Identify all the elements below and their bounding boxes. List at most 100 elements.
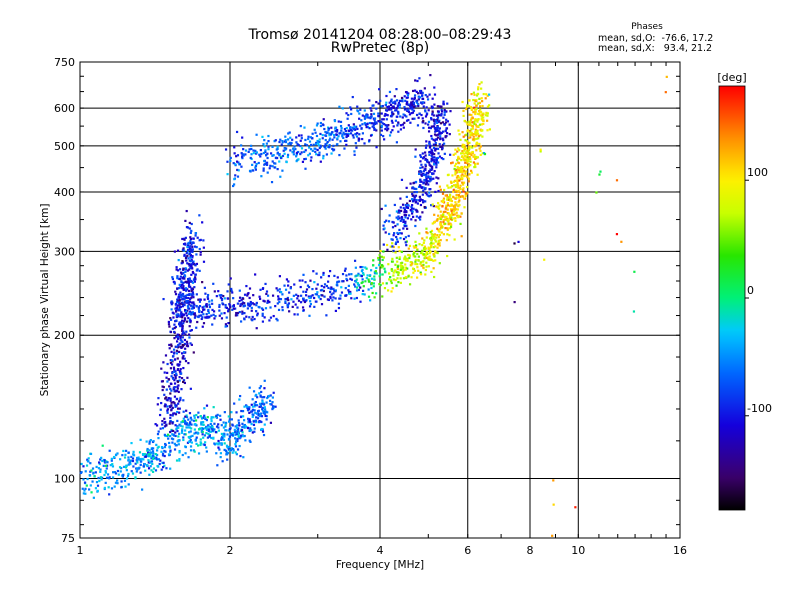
echo-point bbox=[438, 262, 441, 265]
echo-point bbox=[425, 251, 428, 255]
echo-point bbox=[188, 252, 191, 256]
echo-point bbox=[457, 200, 460, 204]
echo-point bbox=[402, 219, 405, 222]
echo-point bbox=[414, 260, 417, 263]
echo-point bbox=[121, 454, 124, 457]
echo-point bbox=[190, 248, 193, 251]
echo-point bbox=[191, 262, 194, 266]
echo-point bbox=[439, 239, 442, 242]
echo-point bbox=[267, 145, 270, 148]
echo-point bbox=[171, 327, 175, 330]
echo-point bbox=[194, 264, 197, 267]
echo-point bbox=[431, 149, 434, 152]
echo-point bbox=[262, 167, 265, 170]
echo-point bbox=[193, 428, 196, 431]
echo-point bbox=[332, 148, 336, 151]
echo-point bbox=[261, 396, 264, 399]
echo-point bbox=[367, 140, 371, 143]
echo-point bbox=[302, 297, 305, 300]
echo-point bbox=[365, 126, 368, 129]
echo-point bbox=[224, 421, 228, 424]
echo-point bbox=[198, 300, 202, 303]
echo-point bbox=[290, 298, 293, 301]
echo-point bbox=[468, 113, 471, 116]
echo-point bbox=[474, 118, 477, 121]
echo-point bbox=[251, 431, 254, 434]
echo-point bbox=[234, 437, 237, 440]
echo-point bbox=[146, 447, 149, 451]
echo-point bbox=[428, 142, 431, 145]
echo-point bbox=[254, 400, 257, 404]
echo-point bbox=[195, 326, 198, 329]
echo-point bbox=[91, 467, 95, 470]
echo-point bbox=[395, 235, 398, 239]
echo-point bbox=[424, 151, 427, 154]
echo-point bbox=[286, 296, 289, 300]
echo-point bbox=[437, 214, 440, 217]
echo-point bbox=[174, 290, 177, 293]
echo-point bbox=[432, 246, 436, 249]
echo-point bbox=[175, 352, 178, 355]
echo-point bbox=[265, 292, 268, 296]
echo-point bbox=[175, 397, 179, 400]
echo-point bbox=[226, 452, 230, 455]
echo-point bbox=[382, 250, 385, 253]
echo-point bbox=[479, 111, 482, 114]
echo-point bbox=[184, 287, 188, 290]
echo-point bbox=[215, 425, 219, 428]
echo-point bbox=[176, 287, 179, 290]
echo-point bbox=[170, 382, 173, 386]
echo-point bbox=[189, 449, 193, 452]
echo-point bbox=[297, 144, 300, 147]
echo-point bbox=[440, 200, 443, 203]
echo-point bbox=[389, 99, 393, 103]
echo-point bbox=[231, 424, 234, 427]
echo-point bbox=[222, 421, 225, 424]
echo-point bbox=[139, 458, 142, 461]
echo-point bbox=[173, 282, 176, 285]
echo-point bbox=[439, 221, 442, 224]
echo-point bbox=[117, 473, 120, 476]
echo-point bbox=[398, 211, 401, 214]
echo-point bbox=[176, 304, 179, 307]
echo-point bbox=[287, 132, 290, 135]
echo-point bbox=[240, 152, 243, 155]
echo-point bbox=[373, 118, 376, 121]
echo-point bbox=[267, 148, 270, 151]
echo-point bbox=[445, 239, 448, 242]
echo-point bbox=[417, 98, 420, 101]
echo-point bbox=[461, 173, 464, 176]
echo-point bbox=[240, 415, 243, 418]
echo-point bbox=[451, 213, 454, 216]
echo-point bbox=[102, 464, 105, 468]
echo-point bbox=[254, 394, 257, 397]
echo-point bbox=[300, 137, 303, 140]
echo-point bbox=[169, 392, 172, 395]
echo-point bbox=[160, 445, 164, 449]
echo-point bbox=[146, 464, 149, 467]
echo-point bbox=[394, 100, 397, 103]
echo-point bbox=[176, 249, 180, 252]
echo-point bbox=[177, 333, 180, 337]
echo-point bbox=[392, 249, 395, 253]
echo-point bbox=[202, 239, 205, 242]
echo-point bbox=[392, 271, 395, 274]
echo-point bbox=[329, 133, 333, 136]
echo-point bbox=[150, 457, 153, 460]
echo-point bbox=[291, 147, 295, 150]
echo-point bbox=[131, 472, 135, 475]
echo-point bbox=[235, 439, 238, 442]
echo-point bbox=[412, 207, 415, 210]
echo-point bbox=[127, 483, 130, 486]
echo-point bbox=[261, 409, 265, 412]
echo-point bbox=[410, 112, 413, 115]
echo-point bbox=[429, 175, 432, 179]
echo-point bbox=[144, 455, 147, 458]
echo-point bbox=[228, 435, 232, 438]
echo-point bbox=[284, 300, 287, 303]
echo-point bbox=[285, 297, 289, 301]
echo-point bbox=[172, 387, 176, 390]
echo-point bbox=[235, 411, 238, 414]
echo-point bbox=[190, 418, 193, 421]
echo-point bbox=[173, 448, 177, 451]
